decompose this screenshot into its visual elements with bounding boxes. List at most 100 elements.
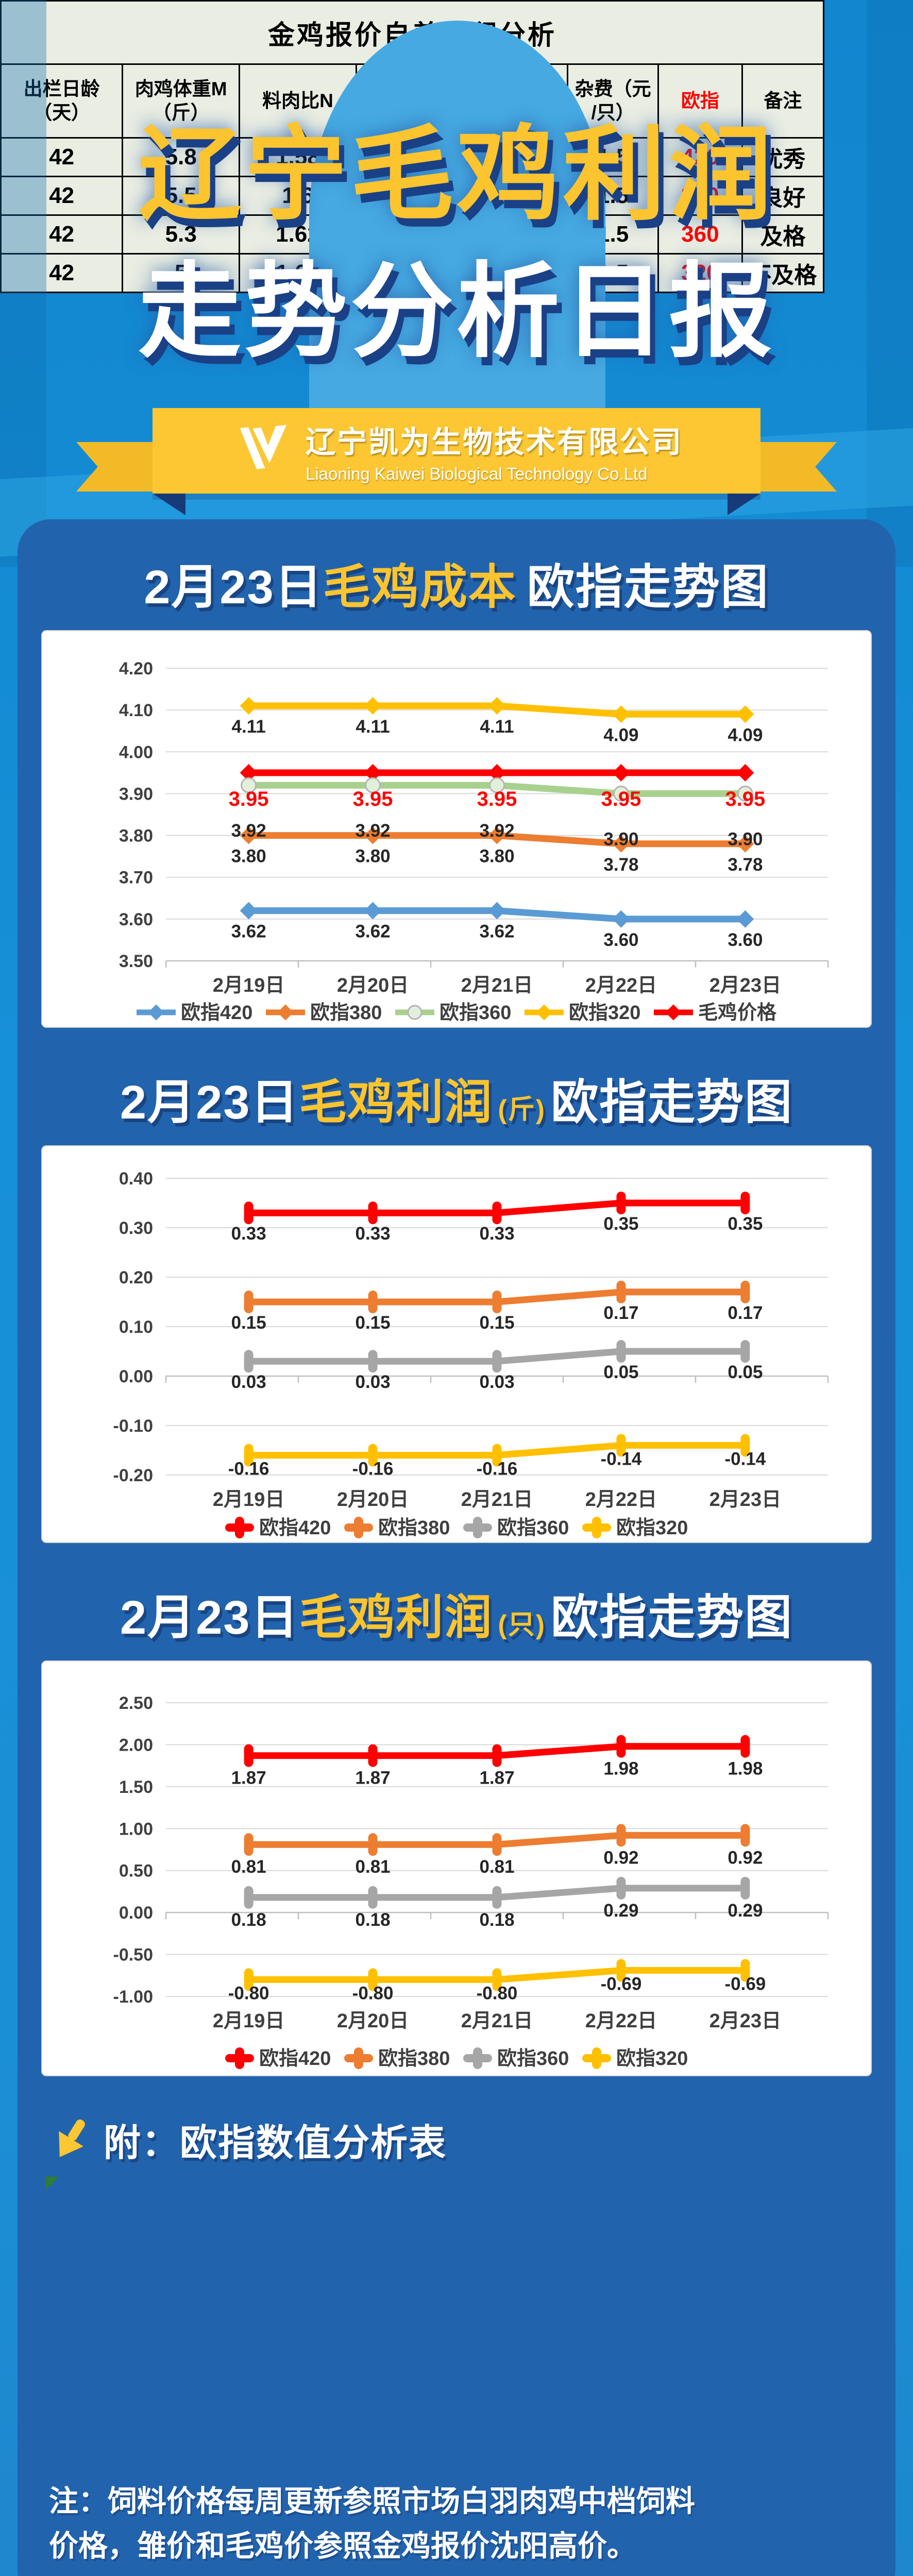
chart2-title-suffix: 欧指走势图 [551, 1076, 793, 1129]
appendix-arrow-icon [59, 2119, 85, 2157]
svg-text:毛鸡价格: 毛鸡价格 [698, 1002, 777, 1024]
chart3-title-date: 2月23日 [120, 1591, 299, 1644]
svg-text:4.00: 4.00 [119, 742, 153, 762]
table-cell: 360 [657, 214, 743, 255]
svg-text:3.90: 3.90 [728, 829, 763, 849]
company-banner: 辽宁凯为生物技术有限公司 Liaoning Kaiwei Biological … [153, 408, 760, 494]
svg-text:2.00: 2.00 [119, 1735, 153, 1755]
table-cell: 优秀 [741, 137, 825, 177]
chart1-title-suffix: 欧指走势图 [527, 561, 769, 614]
svg-text:2月22日: 2月22日 [585, 975, 657, 996]
appendix-row: 附：欧指数值分析表 [49, 2112, 447, 2166]
svg-text:2月20日: 2月20日 [337, 975, 409, 996]
profit-per-jin-chart: 0.40 0.30 0.20 0.10 0.00 -0.10 -0.20 0.33 0.33 0.… [113, 1169, 829, 1539]
company-name-en: Liaoning Kaiwei Biological Technology Co… [305, 464, 648, 483]
svg-text:0.10: 0.10 [119, 1317, 153, 1337]
chart3-panel: 2.50 2.00 1.50 1.00 0.50 0.00 -0.50 -1.00 1.87 1.… [41, 1660, 872, 2076]
table-corner-artifact [45, 2177, 59, 2190]
svg-text:0.03: 0.03 [231, 1372, 266, 1392]
svg-text:3.80: 3.80 [231, 846, 266, 867]
svg-text:0.33: 0.33 [479, 1224, 514, 1244]
poster-title-line2: 走势分析日报 [138, 255, 775, 369]
svg-text:2月19日: 2月19日 [213, 2010, 284, 2032]
table-header-cell: 欧指 [657, 63, 743, 139]
svg-text:1.87: 1.87 [356, 1768, 391, 1788]
svg-text:3.62: 3.62 [356, 922, 391, 942]
svg-text:3.95: 3.95 [477, 788, 517, 810]
svg-text:0.15: 0.15 [479, 1313, 514, 1333]
svg-text:1.98: 1.98 [728, 1759, 763, 1779]
svg-text:欧指380: 欧指380 [378, 2048, 450, 2070]
note-line1: 注：饲料价格每周更新参照市场白羽肉鸡中档饲料 [49, 2485, 695, 2518]
svg-text:-0.80: -0.80 [228, 1983, 269, 2003]
table-cell: 42 [0, 176, 124, 216]
svg-text:欧指360: 欧指360 [497, 2048, 569, 2070]
svg-text:3.90: 3.90 [119, 784, 153, 804]
svg-text:0.92: 0.92 [603, 1848, 638, 1868]
table-header-cell: 出栏日龄 （天） [0, 63, 124, 139]
svg-text:0.30: 0.30 [119, 1218, 153, 1238]
table-cell: 420 [657, 137, 743, 177]
svg-text:3.92: 3.92 [231, 821, 266, 841]
chart1-title-date: 2月23日 [144, 561, 323, 614]
svg-text:欧指360: 欧指360 [497, 1517, 569, 1539]
table-cell: 1.58 [239, 137, 357, 177]
table-cell: 5 [122, 253, 241, 293]
svg-text:3.80: 3.80 [479, 846, 514, 867]
svg-text:3.80: 3.80 [356, 846, 391, 867]
table-cell: 良好 [741, 176, 825, 216]
svg-text:0.35: 0.35 [728, 1214, 763, 1234]
svg-text:0.81: 0.81 [479, 1857, 514, 1877]
svg-text:3.80: 3.80 [119, 826, 153, 846]
svg-text:欧指320: 欧指320 [569, 1002, 640, 1024]
svg-text:1.00: 1.00 [119, 1819, 153, 1839]
svg-text:0.20: 0.20 [119, 1268, 153, 1287]
svg-text:2月23日: 2月23日 [709, 1489, 781, 1511]
svg-text:2.50: 2.50 [119, 1693, 153, 1713]
svg-text:0.33: 0.33 [231, 1224, 266, 1244]
table-cell: 320 [657, 253, 743, 293]
table-cell: 42 [0, 253, 124, 293]
svg-text:1.87: 1.87 [479, 1768, 514, 1788]
chart2-title-unit: (斤) [498, 1095, 546, 1125]
svg-text:2月21日: 2月21日 [461, 975, 533, 996]
svg-text:0.17: 0.17 [603, 1303, 638, 1323]
svg-text:0.35: 0.35 [603, 1214, 638, 1234]
company-name-block: 辽宁凯为生物技术有限公司 Liaoning Kaiwei Biological … [306, 418, 683, 484]
profit-per-bird-chart: 2.50 2.00 1.50 1.00 0.50 0.00 -0.50 -1.00 1.87 1.… [113, 1693, 829, 2070]
svg-text:-0.80: -0.80 [352, 1983, 394, 2003]
svg-text:3.60: 3.60 [728, 930, 763, 950]
table-cell: 5.3 [122, 214, 241, 255]
svg-text:0.33: 0.33 [356, 1224, 391, 1244]
svg-text:欧指320: 欧指320 [616, 1517, 688, 1539]
svg-text:3.92: 3.92 [356, 821, 391, 841]
svg-text:3.60: 3.60 [119, 910, 153, 929]
svg-text:0.40: 0.40 [119, 1169, 153, 1189]
svg-text:0.03: 0.03 [479, 1372, 514, 1392]
table-cell: 42 [0, 214, 124, 255]
svg-text:0.29: 0.29 [603, 1901, 638, 1921]
svg-text:3.60: 3.60 [603, 930, 638, 950]
chart2-panel: 0.40 0.30 0.20 0.10 0.00 -0.10 -0.20 0.33 0.33 0.… [41, 1145, 872, 1543]
svg-text:0.05: 0.05 [603, 1362, 638, 1382]
table-cell: 42 [0, 137, 124, 177]
chart1-title-unit [517, 580, 527, 609]
svg-text:-0.69: -0.69 [601, 1974, 642, 1994]
note-line2: 价格，雏价和毛鸡价参照金鸡报价沈阳高价。 [49, 2529, 636, 2563]
poster-title-line1: 辽宁毛鸡利润 [138, 117, 775, 232]
svg-text:1.87: 1.87 [231, 1768, 266, 1788]
svg-text:3.62: 3.62 [479, 922, 514, 942]
svg-text:0.81: 0.81 [356, 1857, 391, 1877]
table-cell: 及格 [741, 214, 825, 255]
svg-text:0.18: 0.18 [479, 1910, 514, 1930]
svg-text:-0.10: -0.10 [113, 1416, 154, 1436]
chart1-panel: 4.20 4.10 4.00 3.90 3.80 3.70 3.60 3.50 4.11 4.11… [41, 630, 872, 1028]
svg-text:-0.80: -0.80 [477, 1983, 518, 2003]
svg-text:0.00: 0.00 [119, 1903, 153, 1923]
note-text: 注：饲料价格每周更新参照市场白羽肉鸡中档饲料 价格，雏价和毛鸡价参照金鸡报价沈阳… [49, 2479, 873, 2568]
svg-text:2月21日: 2月21日 [461, 2010, 533, 2032]
chart3-title-suffix: 欧指走势图 [551, 1591, 793, 1644]
svg-text:欧指420: 欧指420 [259, 1517, 331, 1539]
